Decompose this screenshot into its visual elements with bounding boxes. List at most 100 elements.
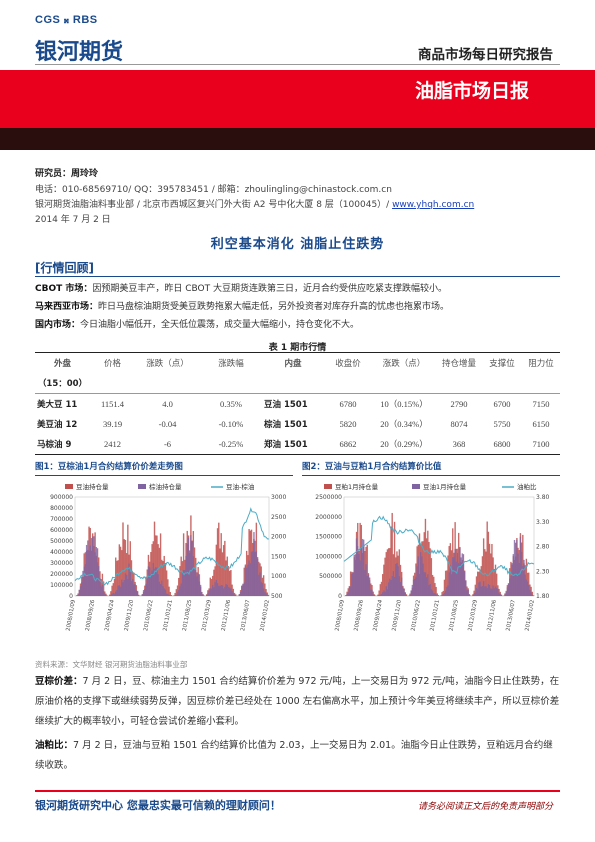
oi-bar [468, 594, 471, 596]
oi-bar [167, 593, 169, 596]
oi-bar [198, 581, 201, 596]
fig2-caption-rule [302, 475, 560, 476]
report-type: 商品市场每日研究报告 [418, 47, 553, 63]
oi-bar [359, 522, 361, 596]
oi-bar [452, 557, 454, 596]
oi-bar [161, 580, 163, 596]
oi-bar [232, 593, 235, 596]
oi-bar [163, 588, 165, 596]
oi-bar [530, 586, 532, 596]
oi-bar [138, 594, 140, 596]
cell-dom: 郑油 1501 [262, 434, 324, 455]
oi-bar [491, 588, 493, 596]
cell-close: 5820 [339, 419, 357, 429]
oi-bar [91, 536, 94, 596]
oi-bar [427, 574, 429, 596]
cgs-rbs-logo: CGS 𝄪 RBS [35, 14, 98, 26]
oi-bar [515, 556, 517, 596]
oi-bar [349, 586, 352, 596]
oi-bar [169, 591, 171, 596]
oi-bar [162, 561, 164, 596]
website-link[interactable]: www.yhqh.com.cn [392, 200, 475, 210]
oi-bar [481, 556, 484, 596]
oi-bar [496, 573, 498, 596]
oi-bar [218, 585, 220, 596]
oi-bar [487, 531, 490, 596]
oi-bar [384, 591, 386, 596]
oi-bar [147, 566, 150, 596]
oi-bar [518, 562, 520, 596]
analysis-ratio: 油粕比：7 月 2 日，豆油与豆粕 1501 合约结算价比值为 2.03，上一交… [35, 736, 560, 776]
oi-bar [142, 589, 145, 596]
oi-bar [157, 574, 159, 596]
oi-bar [492, 557, 494, 596]
fig2-legend-swatch-oil [412, 484, 420, 489]
cell-oi: 368 [436, 434, 482, 455]
fig1-date-tick: 2008/09/26 [85, 599, 97, 632]
oi-bar [402, 586, 404, 596]
oi-bar [196, 576, 198, 596]
oi-bar [179, 586, 181, 596]
oi-bar [226, 584, 228, 596]
oi-bar [118, 544, 121, 596]
oi-bar [220, 533, 222, 596]
oi-bar [348, 586, 351, 596]
oi-bar [182, 533, 185, 596]
oi-bar [364, 569, 366, 596]
oi-bar [81, 582, 83, 596]
oi-bar [135, 590, 138, 596]
oi-bar [144, 588, 146, 596]
oi-bar [459, 547, 461, 596]
oi-bar [153, 568, 156, 596]
oi-bar [265, 589, 267, 596]
oi-bar [231, 591, 233, 596]
oi-bar [244, 564, 247, 596]
oi-bar [180, 583, 182, 596]
oi-bar [497, 588, 499, 596]
fig1-date-tick: 2014/01/02 [260, 599, 271, 631]
fig2-date-tick: 2012/11/06 [487, 599, 499, 632]
oi-bar [190, 535, 192, 596]
oi-bar [442, 594, 444, 596]
review-malaysia-text: 昨日马盘棕油期货受美豆跌势拖累大幅走低，另外投资者对库存升高的忧虑也拖累市场。 [98, 302, 450, 312]
oi-bar [498, 588, 500, 596]
oi-bar [178, 590, 180, 596]
oi-bar [213, 569, 215, 596]
oi-bar [77, 594, 79, 596]
oi-bar [150, 573, 152, 596]
oi-bar [352, 573, 354, 596]
fig1-left-tick: 100000 [50, 582, 73, 589]
oi-bar [243, 582, 245, 596]
oi-bar [193, 568, 196, 596]
th-close: 收盘价 [324, 352, 372, 373]
table-row: 美豆油 12 39.19 -0.04 -0.10% 棕油 1501 5820 2… [35, 414, 560, 434]
oi-bar [133, 572, 135, 596]
oi-bar [266, 594, 268, 596]
oi-bar [226, 556, 228, 596]
oi-bar [418, 574, 421, 596]
oi-bar [368, 580, 371, 596]
oi-bar [481, 586, 484, 596]
oi-bar [389, 578, 391, 596]
oi-bar [151, 570, 153, 596]
oi-bar [100, 586, 102, 596]
oi-bar [346, 593, 348, 596]
oi-bar [122, 522, 124, 596]
oi-bar [247, 564, 249, 596]
oi-bar [360, 546, 363, 596]
oi-bar [254, 540, 256, 596]
oi-bar [504, 594, 506, 596]
cell-res: 7100 [522, 434, 560, 455]
oi-bar [412, 579, 415, 596]
oi-bar [199, 584, 202, 596]
oi-bar [105, 595, 107, 596]
oi-bar [187, 537, 190, 596]
market-table: 外盘 价格 涨跌（点） 涨跌幅 内盘 收盘价 涨跌（点） 持仓增量 支撑位 阻力… [35, 352, 560, 455]
oi-bar [398, 576, 401, 596]
oi-bar [153, 521, 156, 596]
oi-bar [414, 578, 416, 596]
fig1-left-tick: 0 [69, 593, 73, 600]
fig2-right-tick: 2.30 [536, 568, 550, 575]
oi-bar [122, 582, 124, 596]
fig1-chart: 豆油持仓量 棕油持仓量 豆油-棕油 900000 800000 700000 6000… [50, 482, 286, 632]
